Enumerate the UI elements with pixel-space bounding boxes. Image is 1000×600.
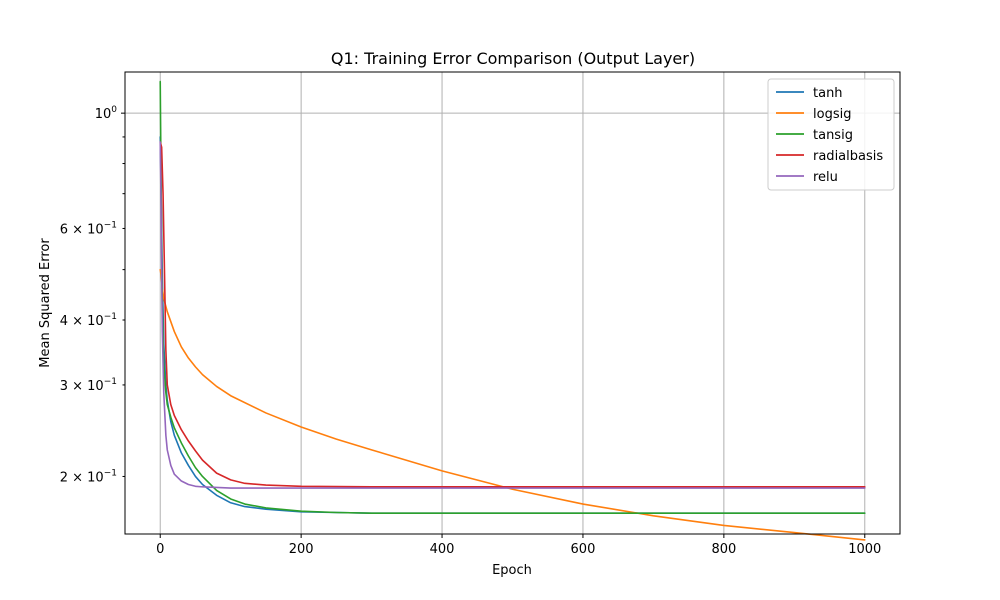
legend-label-radialbasis: radialbasis [813,149,883,164]
legend-label-relu: relu [813,170,838,185]
series-line-tanh [159,136,866,514]
legend: tanh logsig tansig radialbasis relu [767,78,895,191]
y-tick-label: 100 [95,105,118,122]
y-tick-label: 6 × 10−1 [60,220,117,237]
x-tick-label: 1000 [848,542,881,557]
y-axis: 100 2 × 10−1 3 × 10−1 4 × 10−1 6 × 10−1 [60,105,125,485]
legend-box [767,78,895,191]
y-tick-label: 4 × 10−1 [60,312,117,329]
x-tick-label: 400 [430,542,455,557]
x-tick-label: 600 [571,542,596,557]
legend-label-tansig: tansig [813,128,853,143]
x-tick-label: 0 [156,542,164,557]
x-tick-label: 800 [711,542,736,557]
series-layer [159,80,866,541]
series-line-logsig [159,268,866,541]
legend-label-tanh: tanh [813,86,843,101]
y-tick-label: 3 × 10−1 [60,377,117,394]
x-tick-label: 200 [289,542,314,557]
legend-label-logsig: logsig [813,107,851,122]
series-line-radialbasis [159,141,866,488]
x-axis-label: Epoch [492,563,532,578]
series-line-relu [159,141,866,489]
y-axis-label: Mean Squared Error [38,238,53,368]
chart-title: Q1: Training Error Comparison (Output La… [331,49,695,68]
x-axis: 0 200 400 600 800 1000 [156,534,881,557]
series-line-tansig [159,80,866,514]
y-tick-label: 2 × 10−1 [60,468,117,485]
plot-frame [124,71,901,535]
